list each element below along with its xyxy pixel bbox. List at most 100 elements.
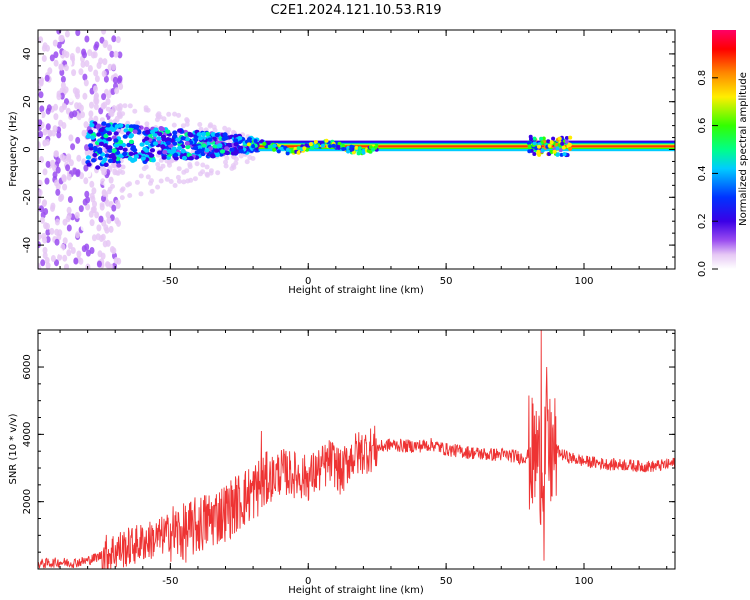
y-tick-label: 6000 <box>22 354 33 379</box>
heatmap-cell <box>101 189 107 197</box>
snr-y-axis-label: SNR (10 * v/v) <box>8 413 19 484</box>
heatmap-cell <box>45 123 51 131</box>
heatmap-cell <box>231 154 237 160</box>
heatmap-cell <box>122 147 128 152</box>
heatmap-cell <box>103 162 109 167</box>
heatmap-cell <box>86 162 92 167</box>
heatmap-cell <box>207 137 213 142</box>
heatmap-cell <box>215 170 221 176</box>
heatmap-cell <box>349 144 354 149</box>
heatmap-cell <box>192 176 198 182</box>
y-tick-label: 2000 <box>22 489 33 514</box>
heatmap-cell <box>168 179 174 184</box>
heatmap-cell <box>157 131 163 137</box>
heatmap-cell <box>351 150 356 155</box>
heatmap-cell <box>108 263 114 269</box>
heatmap-cell <box>547 143 552 148</box>
heatmap-cell <box>75 46 81 54</box>
colorbar-label: Normalized spectral amplitude <box>738 72 749 226</box>
heatmap-cell <box>148 153 155 158</box>
heatmap-cell <box>354 145 359 150</box>
heatmap-cell <box>70 247 76 254</box>
heatmap-band <box>258 149 675 152</box>
heatmap-cell <box>279 146 284 151</box>
heatmap-cell <box>83 79 89 87</box>
heatmap-cell <box>204 171 210 177</box>
heatmap-cell <box>81 245 87 253</box>
heatmap-cell <box>62 183 68 191</box>
heatmap-cell <box>107 148 114 153</box>
heatmap-cell <box>70 143 76 151</box>
heatmap-cell <box>87 49 93 57</box>
heatmap-cell <box>56 41 62 49</box>
heatmap-cell <box>88 110 94 118</box>
heatmap-cell <box>47 67 53 75</box>
x-tick-label: 0 <box>305 576 311 587</box>
heatmap-cell <box>111 63 117 71</box>
heatmap-cell <box>113 131 119 136</box>
heatmap-cell <box>328 144 332 149</box>
heatmap-cell <box>62 155 68 163</box>
heatmap-band <box>258 146 675 149</box>
heatmap-cell <box>158 126 164 131</box>
heatmap-cell <box>132 108 138 114</box>
heatmap-cell <box>532 136 537 141</box>
heatmap-cell <box>66 249 72 257</box>
heatmap-cell <box>38 262 41 269</box>
x-tick-label: 0 <box>305 276 311 287</box>
heatmap-cell <box>74 102 80 110</box>
heatmap-cell <box>219 149 226 154</box>
heatmap-cell <box>39 105 45 113</box>
heatmap-cell <box>155 184 161 190</box>
heatmap-cell <box>113 50 119 58</box>
heatmap-band <box>258 145 675 148</box>
heatmap-cell <box>180 136 186 141</box>
heatmap-cell <box>41 55 47 62</box>
heatmap-cell <box>114 87 120 95</box>
heatmap-cell <box>346 149 351 154</box>
heatmap-cell <box>217 143 223 148</box>
x-tick-label: 50 <box>440 576 453 587</box>
heatmap-cell <box>171 122 177 128</box>
heatmap-cell <box>58 63 64 71</box>
heatmap-cell <box>200 162 206 168</box>
heatmap-cell <box>78 205 84 213</box>
heatmap-cell <box>98 107 104 115</box>
heatmap-cell <box>59 69 65 76</box>
heatmap-cell <box>144 121 150 127</box>
heatmap-cell <box>106 189 112 195</box>
heatmap-cell <box>39 216 45 224</box>
heatmap-cell <box>38 85 42 93</box>
heatmap-cell <box>62 237 68 245</box>
heatmap-cell <box>99 202 105 208</box>
heatmap-cell <box>233 142 239 147</box>
heatmap-cell <box>83 177 89 185</box>
heatmap-cell <box>39 76 44 84</box>
heatmap-cell <box>67 196 73 203</box>
heatmap-cell <box>555 146 560 151</box>
heatmap-cell <box>102 58 108 66</box>
heatmap-cell <box>105 211 111 219</box>
heatmap-cell <box>88 143 94 148</box>
heatmap-cell <box>135 120 141 126</box>
snr-series-line <box>38 330 675 569</box>
heatmap-cell <box>43 208 49 215</box>
heatmap-cell <box>90 206 96 214</box>
heatmap-cell <box>134 179 140 185</box>
heatmap-cell <box>549 149 554 154</box>
heatmap-cell <box>102 157 108 162</box>
heatmap-cell <box>108 154 114 159</box>
heatmap-cell <box>53 113 59 121</box>
heatmap-cell <box>67 242 73 250</box>
heatmap-cell <box>152 141 159 146</box>
colorbar <box>712 30 736 269</box>
heatmap-cell <box>175 174 181 180</box>
heatmap-cell <box>357 146 362 151</box>
x-tick-label: 50 <box>440 276 453 287</box>
heatmap-cell <box>184 141 190 146</box>
heatmap-cell <box>296 146 301 151</box>
heatmap-cell <box>336 144 341 149</box>
heatmap-cell <box>61 49 67 57</box>
heatmap-cell <box>68 134 74 142</box>
heatmap-cell <box>76 250 82 258</box>
